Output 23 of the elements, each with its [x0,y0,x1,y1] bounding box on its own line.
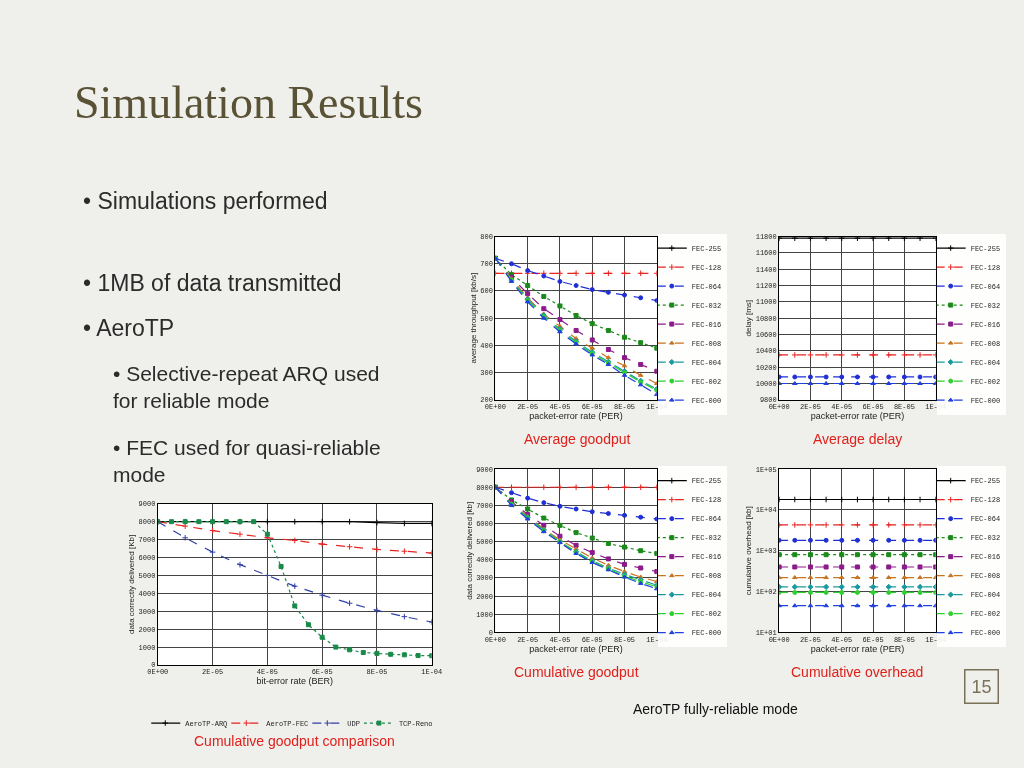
text: • 1MB of data transmitted [83,270,342,296]
text: Cumulative goodput comparison [194,733,395,749]
text: 15 [971,676,992,697]
text: • FEC used for quasi-reliable mode [113,436,381,487]
text: Simulation Results [74,77,423,128]
x-axis-title: packet-error rate (PER) [529,643,623,654]
text: • AeroTP [83,315,175,341]
x-axis-title: bit-error rate (BER) [256,676,334,687]
text: Average goodput [524,431,631,447]
y-axis-title: data correctly delivered [Kb] [127,534,137,634]
text: • Selective-repeat ARQ used for reliable mode [113,362,380,413]
x-axis-title: packet-error rate (PER) [810,411,905,422]
text: • Simulations performed [83,188,328,214]
text: Average delay [813,431,903,447]
x-axis-title: packet-error rate (PER) [529,411,623,422]
text: Cumulative overhead [791,664,924,680]
y-axis-title: data correctly delivered [kb] [464,501,474,600]
y-axis-title: cumulative overhead [kb] [744,506,754,596]
text: AeroTP fully-reliable mode [633,701,798,717]
x-axis-title: packet-error rate (PER) [810,643,905,654]
text: Cumulative goodput [514,664,639,680]
y-axis-title: average throughput [kb/s] [469,272,479,364]
y-axis-title: delay [ms] [744,299,754,337]
